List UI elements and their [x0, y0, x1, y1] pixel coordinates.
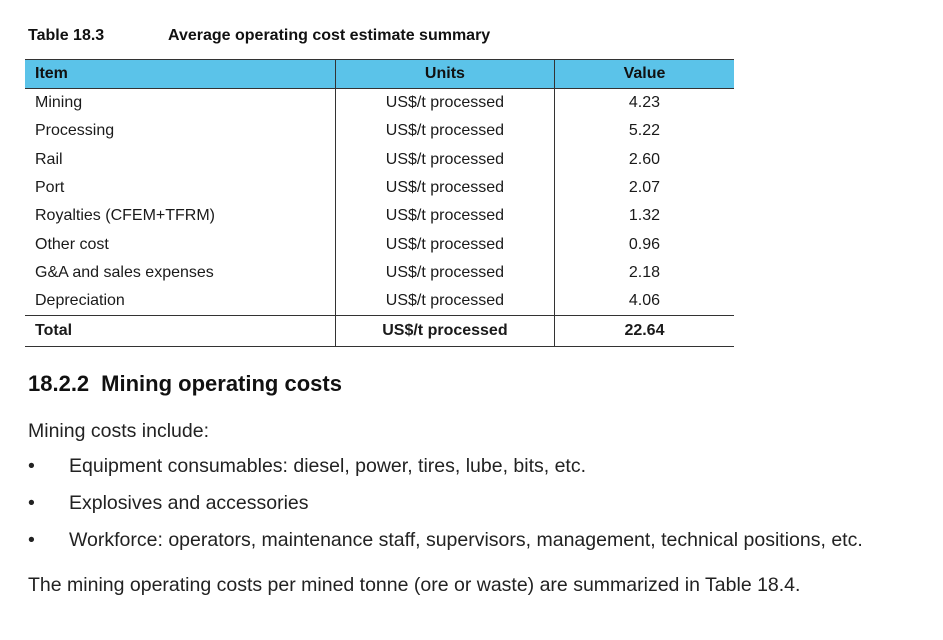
row-item: Mining [35, 94, 83, 112]
closing-paragraph: The mining operating costs per mined ton… [28, 574, 801, 596]
table-row: Other cost US$/t processed 0.96 [25, 230, 734, 259]
list-item-text: Equipment consumables: diesel, power, ti… [69, 455, 587, 477]
total-value: 22.64 [553, 315, 734, 348]
row-value: 1.32 [553, 202, 734, 231]
bullet-icon: • [28, 455, 35, 477]
row-value: 2.18 [553, 258, 734, 288]
row-value: 2.07 [553, 173, 734, 203]
row-item: G&A and sales expenses [35, 263, 214, 281]
section-number: 18.2.2 [28, 371, 90, 396]
cost-summary-table: Item Units Value Mining US$/t processed … [25, 59, 734, 348]
row-item: Processing [35, 122, 115, 140]
total-label: Total [25, 315, 336, 348]
row-units: US$/t processed [334, 230, 555, 259]
bullet-icon: • [28, 492, 35, 514]
table-row: Processing US$/t processed 5.22 [25, 117, 734, 146]
header-units: Units [334, 59, 555, 89]
table-row: Port US$/t processed 2.07 [25, 173, 734, 203]
row-value: 4.06 [553, 287, 734, 316]
table-row: G&A and sales expenses US$/t processed 2… [25, 258, 734, 288]
row-value: 4.23 [553, 88, 734, 118]
list-item-text: Workforce: operators, maintenance staff,… [69, 529, 863, 551]
row-units: US$/t processed [334, 258, 555, 288]
section-title: Mining operating costs [101, 371, 342, 396]
table-number: Table 18.3 [28, 27, 105, 44]
intro-paragraph: Mining costs include: [28, 420, 210, 442]
row-item: Depreciation [35, 292, 125, 310]
row-units: US$/t processed [334, 145, 555, 174]
total-units: US$/t processed [334, 315, 555, 348]
header-value: Value [553, 59, 734, 89]
table-row: Royalties (CFEM+TFRM) US$/t processed 1.… [25, 202, 734, 231]
row-units: US$/t processed [334, 117, 555, 146]
row-value: 5.22 [553, 117, 734, 146]
table-row: Mining US$/t processed 4.23 [25, 88, 734, 118]
row-units: US$/t processed [334, 202, 555, 231]
row-item: Other cost [35, 235, 109, 253]
row-units: US$/t processed [334, 88, 555, 118]
row-units: US$/t processed [334, 173, 555, 203]
section-heading: 18.2.2 Mining operating costs [28, 371, 342, 397]
row-value: 2.60 [553, 145, 734, 174]
row-item: Rail [35, 150, 63, 168]
table-row: Rail US$/t processed 2.60 [25, 145, 734, 174]
table-title: Average operating cost estimate summary [168, 27, 491, 44]
header-item: Item [25, 59, 336, 89]
row-units: US$/t processed [334, 287, 555, 316]
row-value: 0.96 [553, 230, 734, 259]
list-item-text: Explosives and accessories [69, 492, 309, 514]
table-header-row: Item Units Value [25, 59, 734, 89]
bullet-icon: • [28, 529, 35, 551]
table-row: Depreciation US$/t processed 4.06 [25, 287, 734, 316]
table-caption: Table 18.3 Average operating cost estimat… [28, 27, 490, 45]
table-total-row: Total US$/t processed 22.64 [25, 315, 734, 348]
row-item: Port [35, 179, 65, 197]
row-item: Royalties (CFEM+TFRM) [35, 207, 216, 225]
